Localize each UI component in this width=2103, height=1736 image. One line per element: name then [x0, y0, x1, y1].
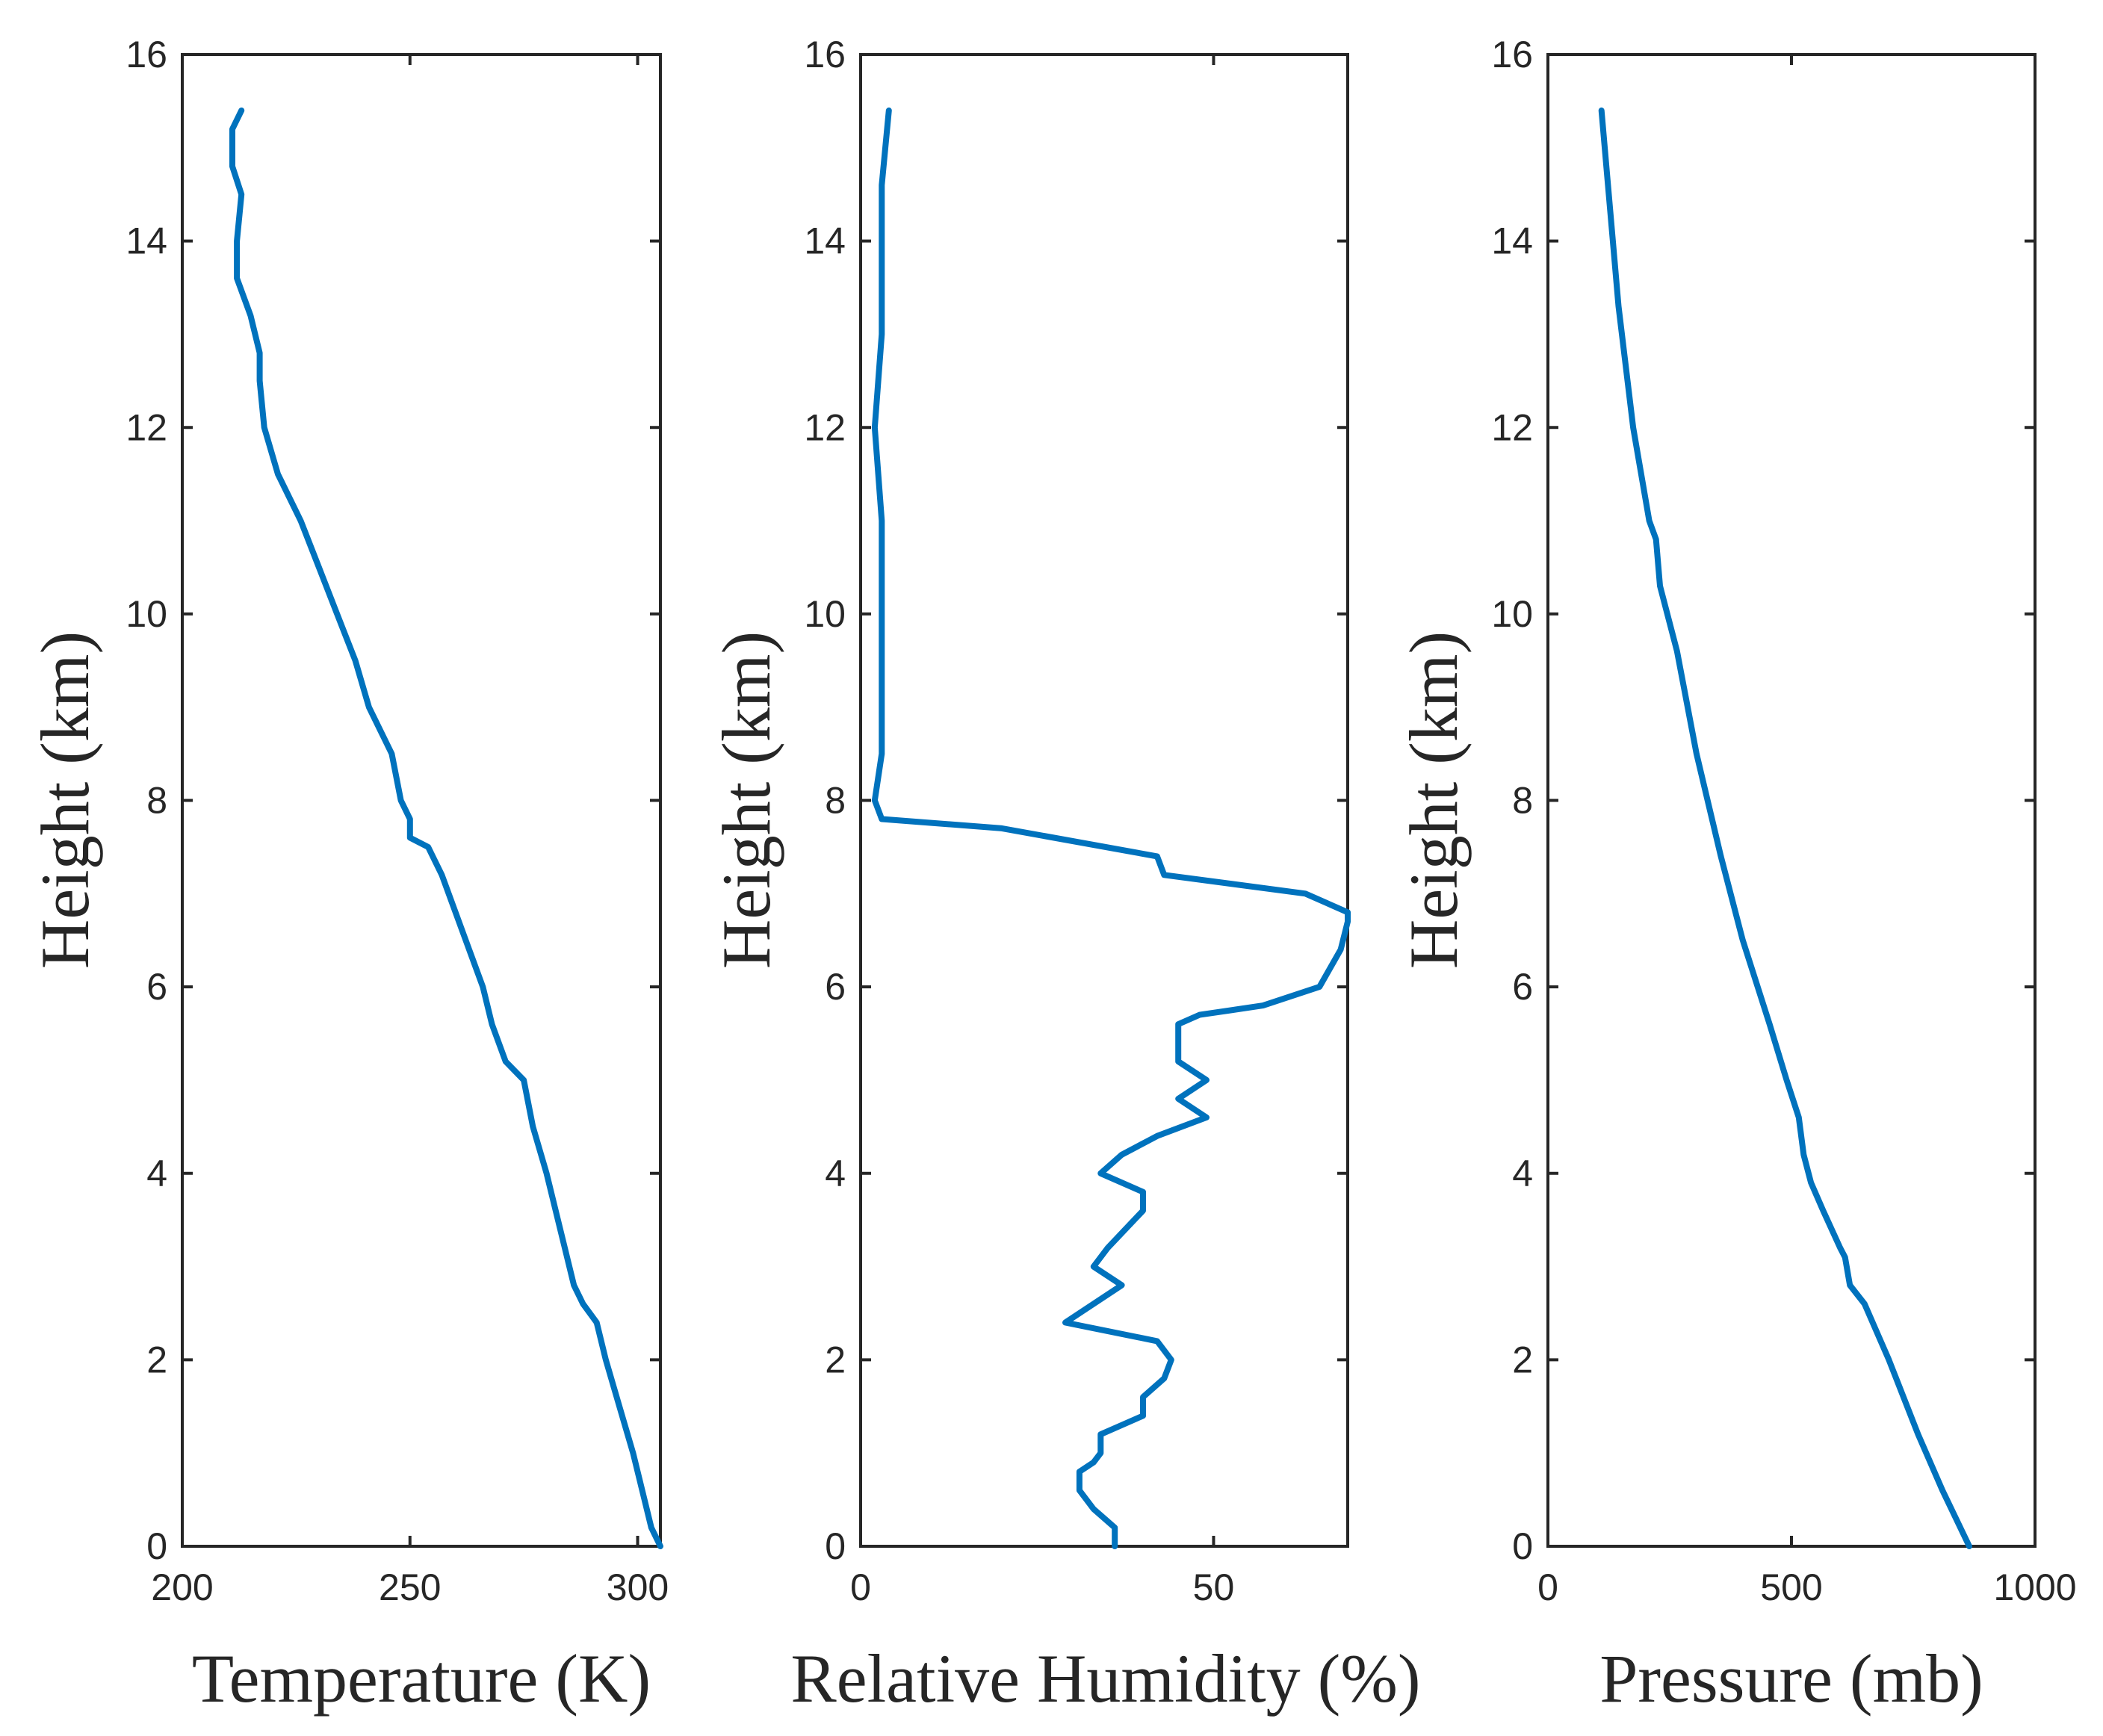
temperature-ylabel: Height (km) [27, 631, 103, 969]
pressure-xtick-label: 500 [1760, 1566, 1822, 1608]
pressure-panel: 0 2 4 6 8 10 12 14 16 0 500 1000 Pressure (mb) Hei… [1396, 34, 2077, 1717]
humidity-ytick-label: 0 [825, 1525, 846, 1567]
pressure-ytick-label: 10 [1491, 593, 1533, 635]
humidity-ytick-label: 4 [825, 1153, 846, 1194]
pressure-ytick-label: 0 [1512, 1525, 1533, 1567]
pressure-ylabel: Height (km) [1396, 631, 1472, 969]
temperature-xtick-label: 300 [607, 1566, 669, 1608]
humidity-xtick-label: 0 [850, 1566, 871, 1608]
temperature-ytick-label: 8 [146, 780, 167, 822]
temperature-line [229, 107, 663, 1549]
humidity-xtick-label: 50 [1193, 1566, 1235, 1608]
humidity-plot-frame [859, 53, 1349, 1548]
temperature-ytick-label: 0 [146, 1525, 167, 1567]
humidity-ytick-label: 14 [804, 220, 846, 262]
temperature-ytick-label: 14 [126, 220, 167, 262]
temperature-ytick-label: 16 [126, 34, 167, 75]
humidity-ytick-label: 10 [804, 593, 846, 635]
temperature-xtick-label: 200 [151, 1566, 213, 1608]
pressure-ytick-label: 6 [1512, 966, 1533, 1008]
humidity-ylabel: Height (km) [708, 631, 784, 969]
humidity-ytick-label: 12 [804, 406, 846, 448]
humidity-ytick-label: 16 [804, 34, 846, 75]
pressure-xtick-label: 1000 [1993, 1566, 2076, 1608]
temperature-ytick-label: 2 [146, 1339, 167, 1380]
pressure-xlabel: Pressure (mb) [1599, 1640, 1983, 1717]
temperature-plot-frame [181, 53, 662, 1548]
temperature-ytick-label: 12 [126, 406, 167, 448]
temperature-ytick-label: 4 [146, 1153, 167, 1194]
pressure-line [1598, 107, 1972, 1549]
pressure-ytick-label: 4 [1512, 1153, 1533, 1194]
pressure-plot-frame [1546, 53, 2037, 1548]
humidity-xlabel: Relative Humidity (%) [790, 1640, 1420, 1717]
humidity-line [871, 107, 1351, 1549]
pressure-ytick-label: 14 [1491, 220, 1533, 262]
pressure-ytick-label: 8 [1512, 780, 1533, 822]
pressure-xtick-label: 0 [1537, 1566, 1558, 1608]
humidity-ytick-label: 2 [825, 1339, 846, 1380]
temperature-ytick-label: 6 [146, 966, 167, 1008]
pressure-ytick-label: 2 [1512, 1339, 1533, 1380]
temperature-ytick-label: 10 [126, 593, 167, 635]
temperature-xlabel: Temperature (K) [192, 1640, 651, 1717]
humidity-ytick-label: 8 [825, 780, 846, 822]
temperature-xtick-label: 250 [379, 1566, 441, 1608]
pressure-ytick-label: 16 [1491, 34, 1533, 75]
pressure-ytick-label: 12 [1491, 406, 1533, 448]
humidity-ytick-label: 6 [825, 966, 846, 1008]
